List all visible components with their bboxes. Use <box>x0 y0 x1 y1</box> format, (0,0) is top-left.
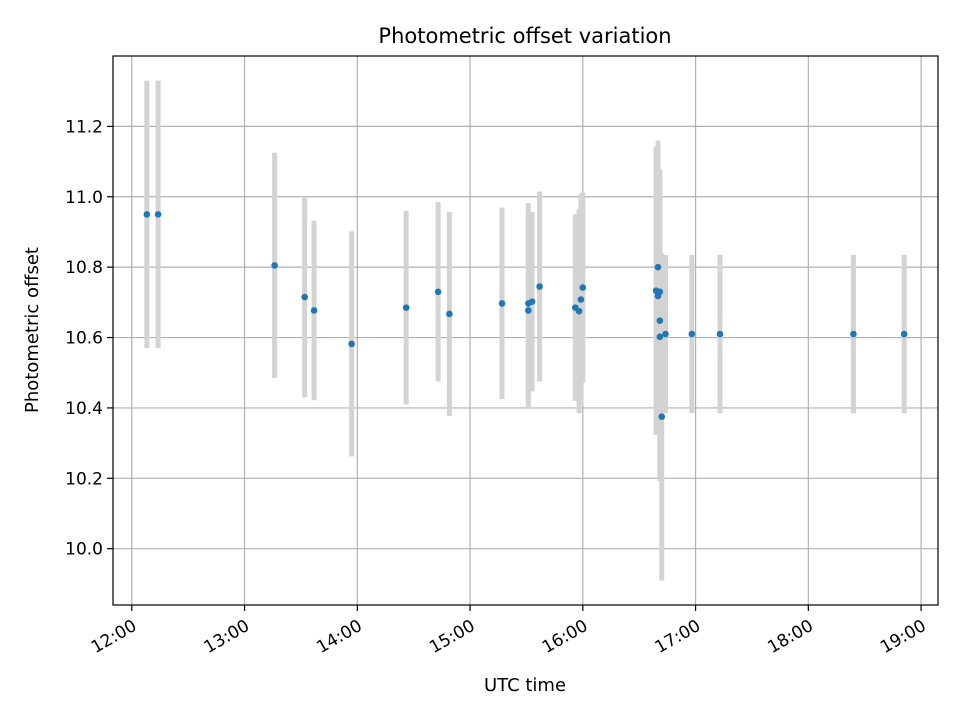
plot-frame <box>112 55 939 606</box>
data-point <box>402 304 410 311</box>
x-axis-label: UTC time <box>484 675 566 696</box>
data-point <box>662 330 669 338</box>
y-tick-label: 10.2 <box>65 469 103 489</box>
data-point <box>575 307 583 315</box>
data-point <box>301 293 308 301</box>
data-point <box>446 310 453 318</box>
data-point <box>656 317 664 324</box>
y-tick-label: 11.0 <box>65 188 103 208</box>
data-point <box>143 211 151 218</box>
data-point <box>434 288 442 296</box>
data-point <box>656 333 664 341</box>
data-point <box>528 298 536 305</box>
data-point <box>498 300 506 307</box>
data-point <box>658 413 666 421</box>
data-point <box>348 340 355 348</box>
data-point <box>536 283 543 290</box>
y-tick-label: 10.0 <box>65 540 103 560</box>
data-point <box>579 284 587 291</box>
data-point <box>525 307 532 314</box>
data-point <box>271 262 278 269</box>
y-axis-label: Photometric offset <box>22 247 43 413</box>
data-point <box>656 288 664 296</box>
data-point <box>577 296 585 303</box>
data-point <box>850 330 857 338</box>
data-points <box>143 211 908 421</box>
data-point <box>900 330 908 338</box>
data-point <box>716 330 724 338</box>
y-axis-ticks: 10.0 10.2 10.4 10.6 10.8 11.0 11.2 <box>65 117 113 560</box>
data-point <box>654 263 662 271</box>
data-point <box>154 211 162 218</box>
data-point <box>310 307 318 314</box>
data-point <box>688 330 696 338</box>
y-tick-label: 10.4 <box>65 399 103 419</box>
y-tick-label: 11.2 <box>65 117 103 137</box>
y-tick-label: 10.8 <box>65 258 103 278</box>
y-tick-label: 10.6 <box>65 329 103 349</box>
chart-title: Photometric offset variation <box>378 24 671 48</box>
